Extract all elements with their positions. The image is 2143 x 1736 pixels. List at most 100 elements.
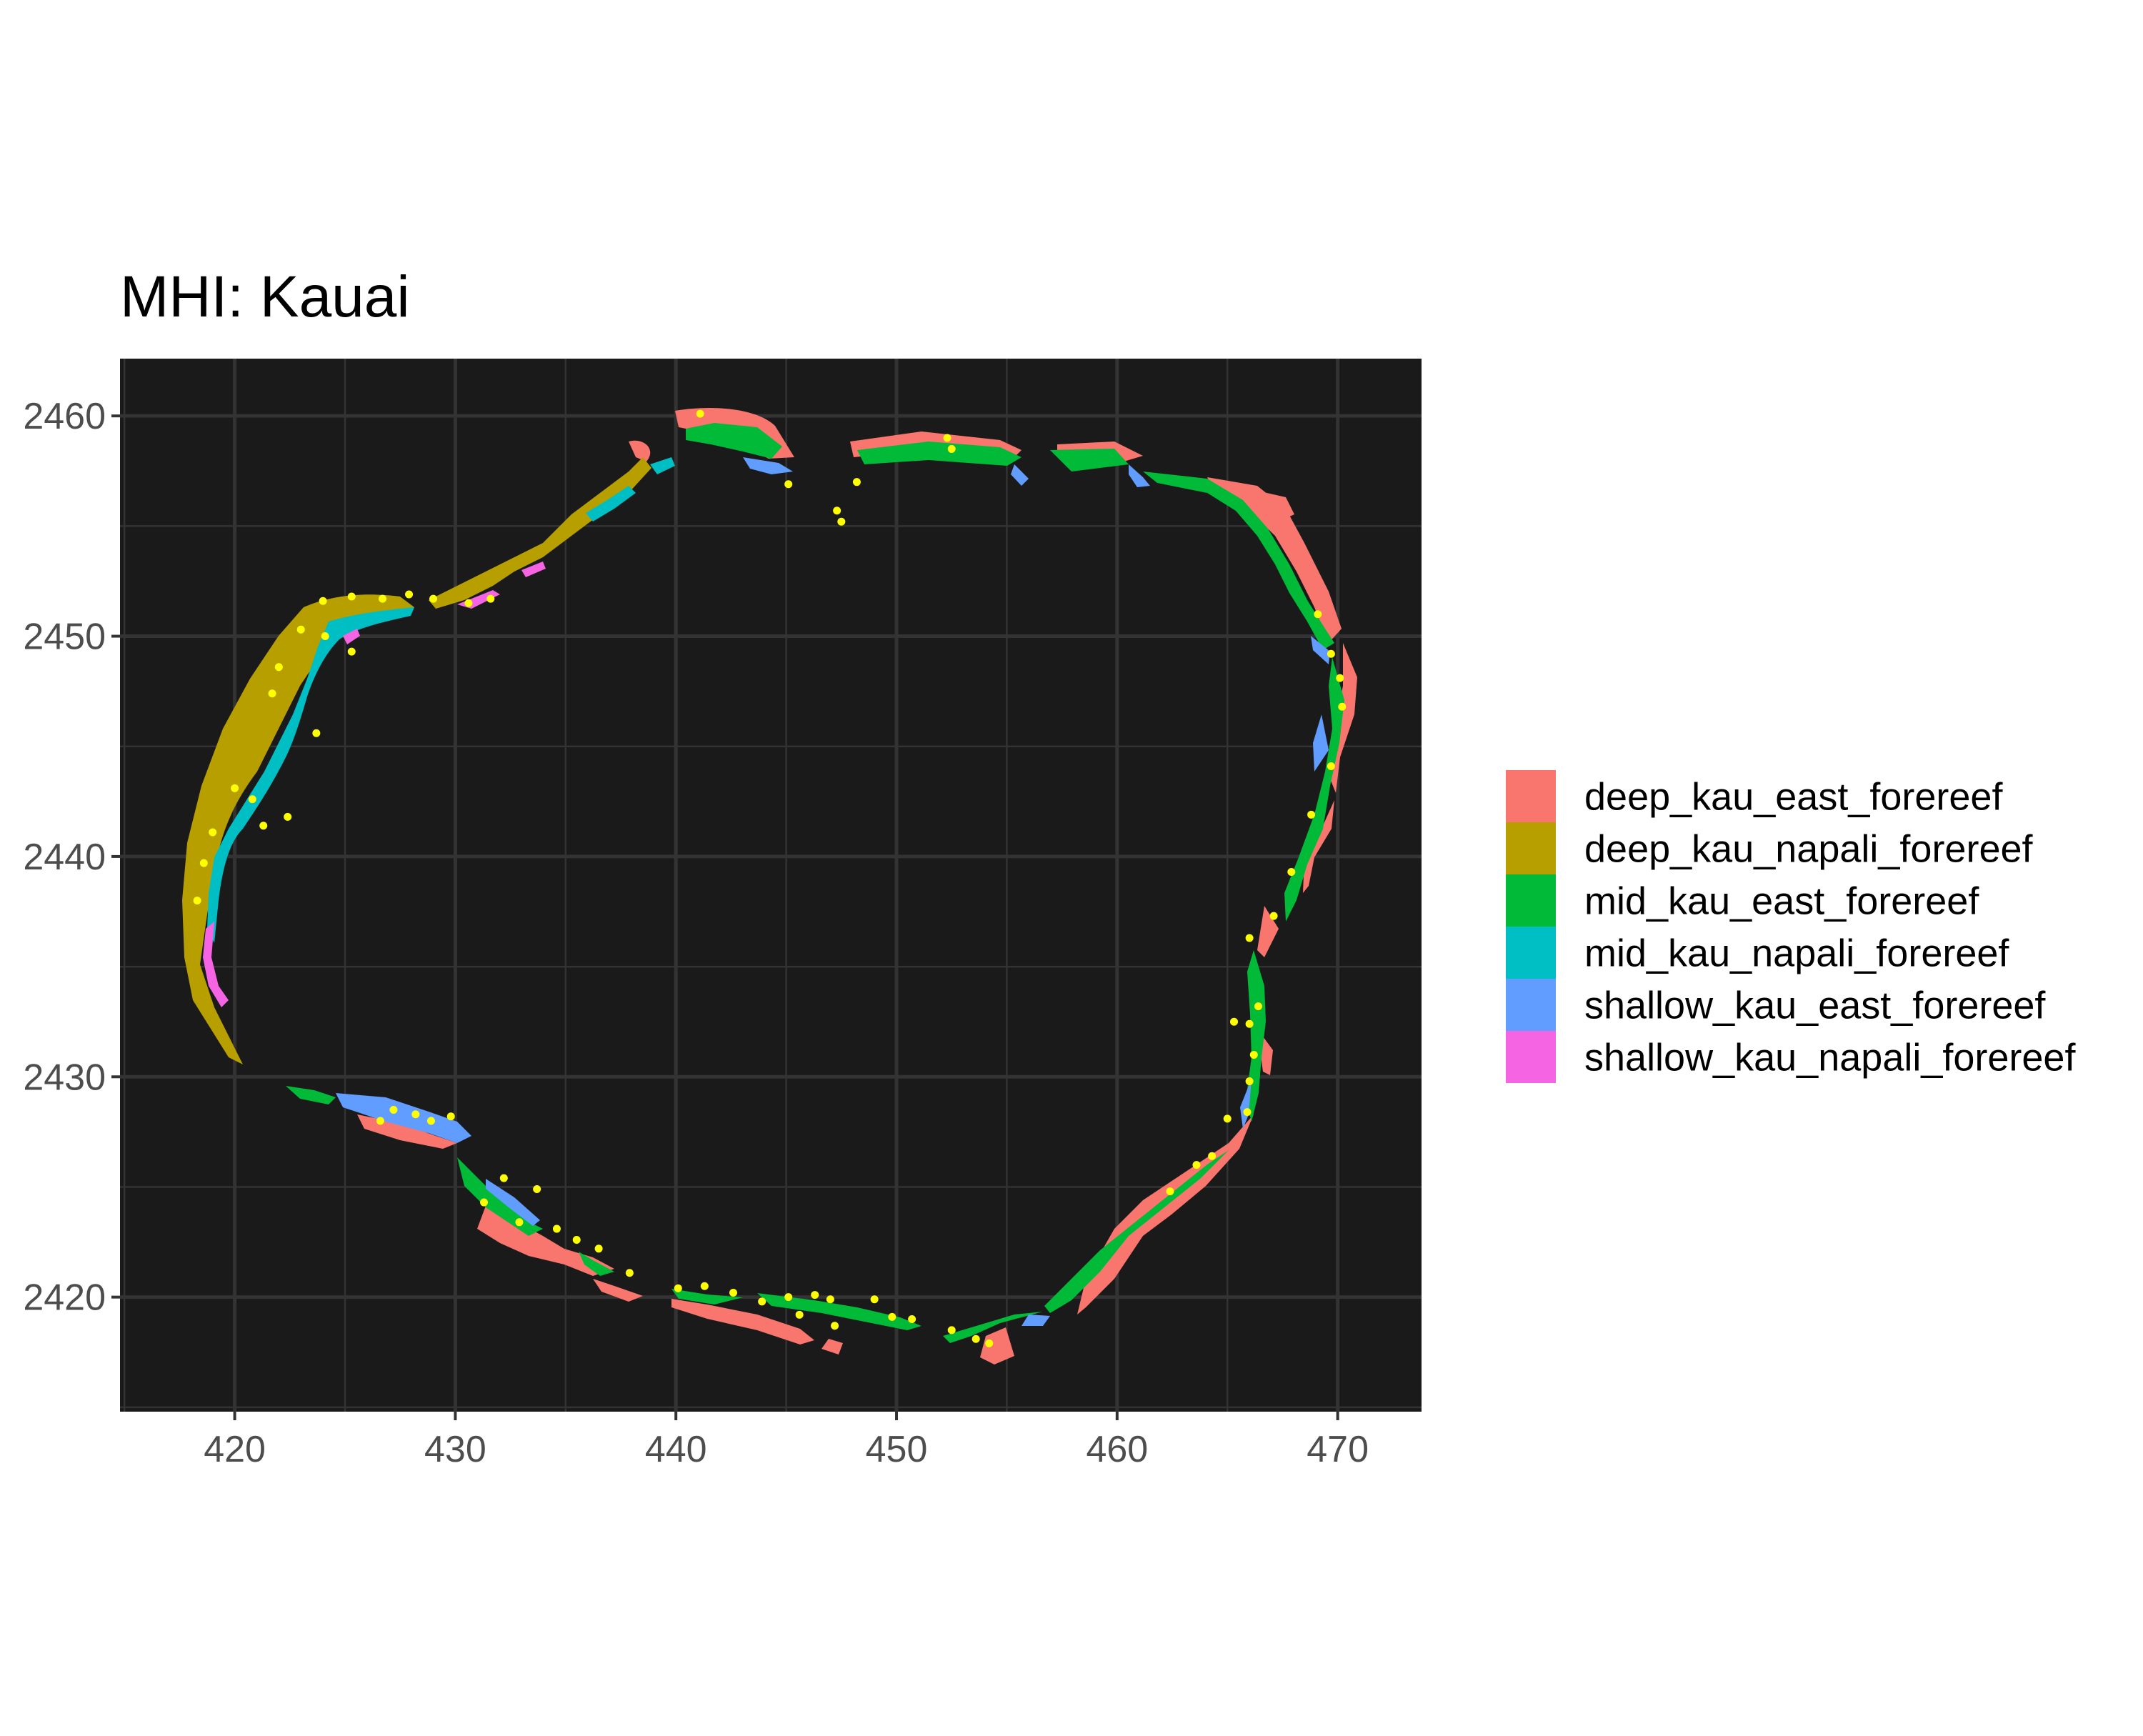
x-axis: 420 430 440 450 460 470	[204, 1412, 1369, 1470]
legend-key	[1506, 979, 1556, 1031]
survey-points	[193, 409, 1347, 1347]
survey-point	[971, 1335, 980, 1343]
survey-point	[284, 812, 292, 821]
survey-point	[947, 444, 956, 453]
survey-point	[1314, 610, 1322, 619]
survey-point	[784, 480, 793, 489]
survey-point	[1336, 674, 1344, 682]
survey-point	[199, 859, 208, 867]
legend-key	[1506, 822, 1556, 874]
survey-point	[594, 1244, 603, 1253]
legend-key	[1506, 1031, 1556, 1083]
survey-point	[296, 625, 305, 634]
survey-point	[831, 1322, 839, 1330]
survey-point	[870, 1295, 879, 1304]
legend-label: shallow_kau_east_forereef	[1584, 984, 2046, 1027]
survey-point	[947, 1326, 956, 1335]
legend-key	[1506, 770, 1556, 822]
survey-point	[908, 1315, 916, 1323]
survey-point	[464, 599, 473, 607]
y-tick-label: 2430	[23, 1057, 106, 1098]
survey-point	[943, 434, 951, 442]
survey-point	[429, 594, 438, 603]
y-axis: 2420 2430 2440 2450 2460	[23, 396, 120, 1319]
survey-point	[1245, 934, 1254, 942]
survey-point	[572, 1235, 581, 1244]
legend: deep_kau_east_forereef deep_kau_napali_fo…	[1506, 770, 2076, 1083]
y-tick-label: 2440	[23, 837, 106, 878]
survey-point	[274, 663, 283, 672]
survey-point	[1245, 1077, 1254, 1085]
survey-point	[1307, 810, 1316, 819]
survey-point	[389, 1106, 398, 1114]
survey-point	[795, 1310, 804, 1319]
survey-point	[833, 507, 841, 515]
survey-point	[231, 784, 239, 792]
x-tick-label: 470	[1307, 1429, 1369, 1470]
survey-point	[319, 597, 327, 605]
survey-point	[1245, 1019, 1254, 1028]
reef-deep-kau-east-forereef	[357, 408, 1357, 1365]
survey-point	[700, 1282, 709, 1290]
survey-point	[480, 1198, 489, 1207]
survey-point	[446, 1112, 455, 1121]
survey-point	[376, 1117, 384, 1125]
x-tick-label: 430	[424, 1429, 486, 1470]
survey-point	[347, 592, 356, 601]
legend-label: shallow_kau_napali_forereef	[1584, 1037, 2076, 1079]
survey-point	[1287, 867, 1296, 876]
survey-point	[826, 1295, 834, 1304]
x-tick-label: 420	[204, 1429, 266, 1470]
survey-point	[1166, 1187, 1174, 1196]
plot-panel	[120, 359, 1422, 1412]
legend-label: mid_kau_east_forereef	[1584, 880, 1979, 923]
legend-label: deep_kau_east_forereef	[1584, 776, 2003, 819]
survey-point	[411, 1110, 420, 1119]
survey-point	[784, 1293, 793, 1302]
survey-point	[405, 590, 414, 599]
survey-point	[696, 409, 704, 418]
survey-point	[729, 1288, 738, 1297]
survey-point	[248, 795, 256, 804]
survey-point	[486, 594, 495, 603]
survey-point	[758, 1297, 766, 1306]
survey-point	[259, 822, 268, 830]
survey-point	[1230, 1017, 1239, 1026]
legend-label: mid_kau_napali_forereef	[1584, 932, 2009, 975]
survey-point	[1243, 1108, 1252, 1117]
survey-point	[674, 1284, 682, 1292]
survey-point	[552, 1224, 561, 1233]
survey-point	[533, 1185, 541, 1194]
survey-point	[852, 478, 861, 487]
survey-point	[321, 632, 329, 641]
survey-point	[1269, 912, 1278, 920]
survey-point	[1223, 1114, 1232, 1123]
survey-point	[837, 517, 846, 526]
survey-point	[625, 1269, 634, 1277]
survey-point	[193, 897, 201, 905]
survey-point	[268, 689, 276, 698]
survey-point	[1327, 762, 1335, 770]
survey-point	[347, 647, 356, 656]
legend-key	[1506, 874, 1556, 927]
survey-point	[312, 729, 321, 737]
chart-title: MHI: Kauai	[120, 264, 410, 329]
legend-label: deep_kau_napali_forereef	[1584, 828, 2034, 871]
survey-point	[888, 1312, 896, 1321]
survey-point	[426, 1117, 435, 1125]
legend-key	[1506, 927, 1556, 979]
survey-point	[378, 594, 386, 603]
y-tick-label: 2460	[23, 396, 106, 437]
survey-point	[499, 1174, 508, 1182]
reef-habitat-layers	[182, 408, 1357, 1365]
y-tick-label: 2450	[23, 617, 106, 658]
y-tick-label: 2420	[23, 1277, 106, 1319]
survey-point	[515, 1218, 524, 1227]
survey-point	[1192, 1161, 1201, 1169]
survey-point	[985, 1339, 994, 1347]
survey-point	[1254, 1002, 1262, 1011]
survey-point	[1338, 702, 1347, 711]
reef-mid-kau-napali-forereef	[207, 457, 675, 943]
survey-point	[1208, 1152, 1217, 1160]
